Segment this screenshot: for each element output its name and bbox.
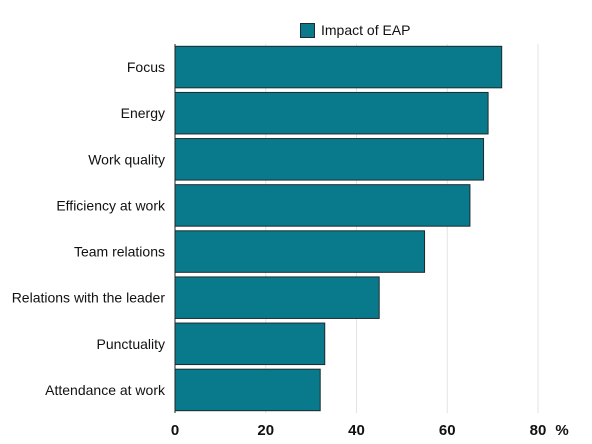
bar <box>174 322 326 366</box>
x-unit-label: % <box>555 422 568 439</box>
bar <box>174 276 380 319</box>
bar <box>174 184 471 227</box>
legend-swatch <box>300 22 315 38</box>
bar <box>174 91 489 135</box>
bar <box>174 138 485 181</box>
legend-label: Impact of EAP <box>321 22 411 38</box>
bar <box>174 45 503 89</box>
bar <box>174 230 426 273</box>
x-tick-label: 40 <box>348 422 365 439</box>
legend: Impact of EAP <box>300 20 410 40</box>
bar <box>174 368 321 412</box>
category-label: Attendance at work <box>45 382 166 398</box>
category-label: Punctuality <box>97 336 165 352</box>
category-label: Relations with the leader <box>12 290 166 306</box>
x-tick-label: 80 <box>530 422 547 439</box>
x-tick-label: 0 <box>171 422 179 439</box>
category-label: Energy <box>121 105 165 121</box>
category-label: Efficiency at work <box>56 197 166 213</box>
category-label: Team relations <box>74 244 165 260</box>
category-label: Focus <box>127 59 165 75</box>
x-tick-label: 60 <box>439 422 456 439</box>
category-label: Work quality <box>88 151 165 167</box>
x-tick-label: 20 <box>257 422 274 439</box>
